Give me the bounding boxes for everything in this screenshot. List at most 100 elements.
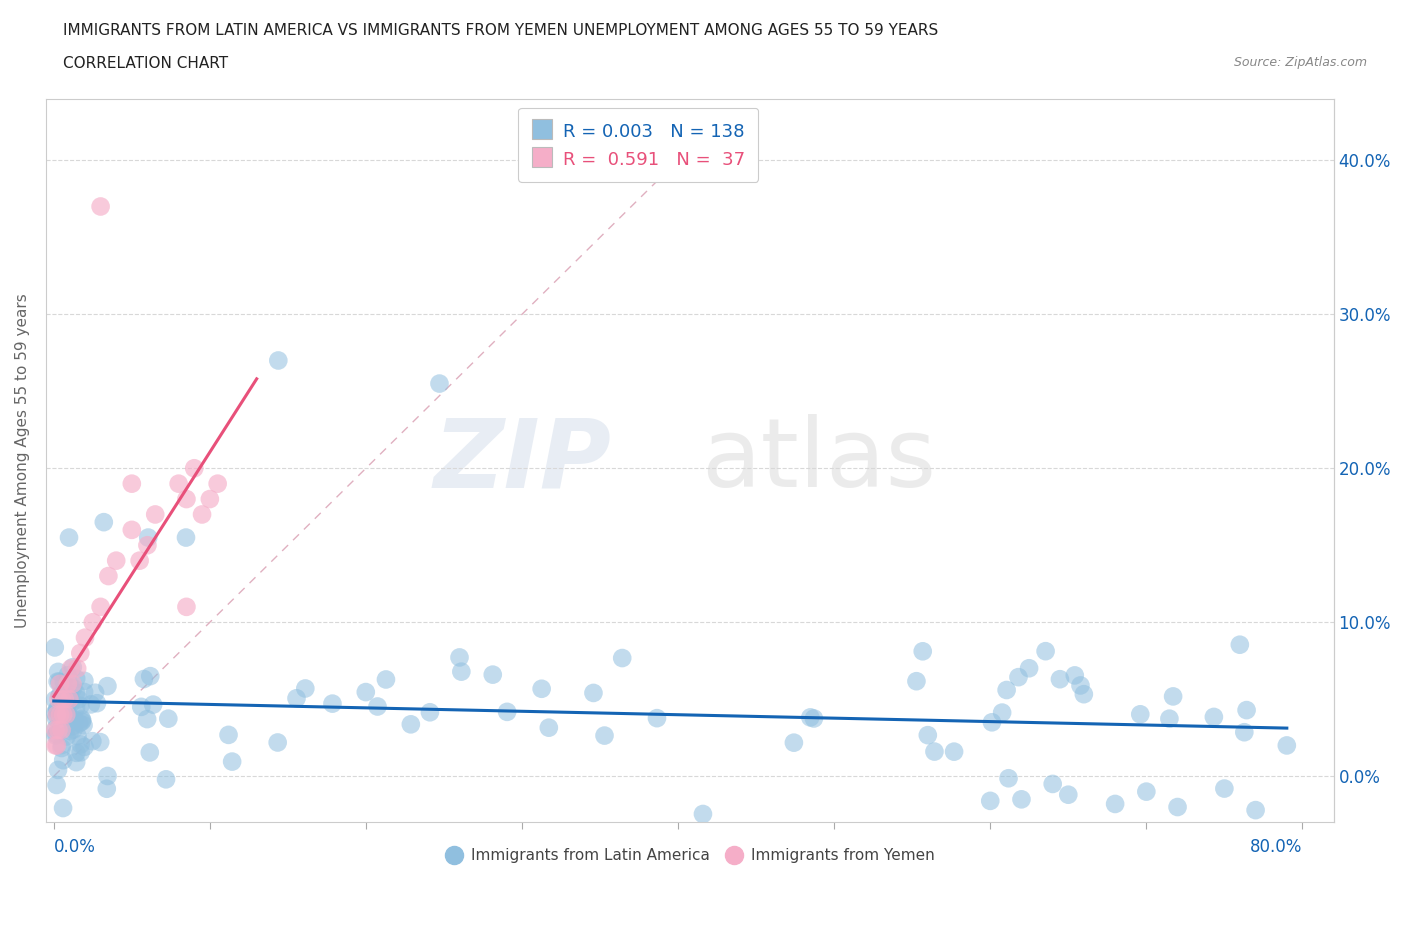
Point <box>612 651 634 666</box>
Point <box>121 523 143 538</box>
Point <box>45 711 67 725</box>
Point <box>530 682 553 697</box>
Point <box>56 698 79 712</box>
Point <box>183 461 205 476</box>
Point <box>80 697 103 711</box>
Point <box>62 722 84 737</box>
Point <box>1135 784 1157 799</box>
Point <box>65 671 87 686</box>
Point <box>419 705 441 720</box>
Point <box>73 631 96 645</box>
Point <box>537 720 560 735</box>
Point <box>96 679 118 694</box>
Point <box>121 476 143 491</box>
Point <box>53 700 76 715</box>
Point <box>995 683 1018 698</box>
Point <box>45 728 67 743</box>
Point <box>73 673 96 688</box>
Text: IMMIGRANTS FROM LATIN AMERICA VS IMMIGRANTS FROM YEMEN UNEMPLOYMENT AMONG AGES 5: IMMIGRANTS FROM LATIN AMERICA VS IMMIGRA… <box>63 23 939 38</box>
Point <box>44 706 66 721</box>
Point <box>1007 670 1029 684</box>
Point <box>62 659 84 674</box>
Point <box>139 745 162 760</box>
Point <box>354 684 377 699</box>
Point <box>55 707 77 722</box>
Point <box>582 685 605 700</box>
Point <box>450 664 472 679</box>
Point <box>51 723 73 737</box>
Point <box>90 600 112 615</box>
Point <box>63 712 86 727</box>
Point <box>981 715 1004 730</box>
Point <box>59 661 82 676</box>
Point <box>155 772 177 787</box>
Point <box>142 698 165 712</box>
Point <box>1104 796 1126 811</box>
Point <box>46 674 69 689</box>
Point <box>167 476 190 491</box>
Point <box>1213 781 1236 796</box>
Point <box>69 737 91 751</box>
Point <box>375 672 398 687</box>
Point <box>1049 671 1071 686</box>
Point <box>1035 644 1057 658</box>
Point <box>367 699 389 714</box>
Point <box>1073 686 1095 701</box>
Point <box>73 739 96 754</box>
Point <box>783 736 806 751</box>
Point <box>924 744 946 759</box>
Point <box>58 685 80 700</box>
Point <box>55 700 77 715</box>
Point <box>129 699 152 714</box>
Point <box>52 801 75 816</box>
Point <box>45 703 67 718</box>
Point <box>70 711 93 726</box>
Y-axis label: Unemployment Among Ages 55 to 59 years: Unemployment Among Ages 55 to 59 years <box>15 293 30 628</box>
Point <box>176 600 198 615</box>
Point <box>62 681 84 696</box>
Point <box>49 676 72 691</box>
Point <box>979 793 1001 808</box>
Point <box>266 735 288 750</box>
Point <box>56 705 79 720</box>
Legend: Immigrants from Latin America, Immigrants from Yemen: Immigrants from Latin America, Immigrant… <box>439 842 941 869</box>
Point <box>1275 738 1298 753</box>
Point <box>67 692 90 707</box>
Text: 0.0%: 0.0% <box>53 838 96 856</box>
Point <box>48 723 70 737</box>
Point <box>96 781 118 796</box>
Point <box>1233 724 1256 739</box>
Point <box>128 553 150 568</box>
Point <box>399 717 422 732</box>
Point <box>692 806 714 821</box>
Point <box>72 713 94 728</box>
Text: Source: ZipAtlas.com: Source: ZipAtlas.com <box>1233 56 1367 69</box>
Point <box>991 705 1014 720</box>
Point <box>449 650 471 665</box>
Text: 80.0%: 80.0% <box>1250 838 1302 856</box>
Point <box>69 698 91 713</box>
Point <box>917 727 939 742</box>
Point <box>58 692 80 707</box>
Point <box>60 681 83 696</box>
Point <box>65 700 87 715</box>
Point <box>46 664 69 679</box>
Point <box>191 507 214 522</box>
Point <box>139 669 162 684</box>
Point <box>51 709 73 724</box>
Point <box>48 674 70 689</box>
Point <box>51 737 73 752</box>
Point <box>1063 668 1085 683</box>
Point <box>799 710 821 724</box>
Point <box>157 711 180 726</box>
Point <box>55 708 77 723</box>
Point <box>49 689 72 704</box>
Point <box>321 697 343 711</box>
Point <box>67 716 90 731</box>
Point <box>1202 710 1225 724</box>
Point <box>1229 637 1251 652</box>
Point <box>49 688 72 703</box>
Point <box>89 735 111 750</box>
Point <box>66 728 89 743</box>
Point <box>143 507 166 522</box>
